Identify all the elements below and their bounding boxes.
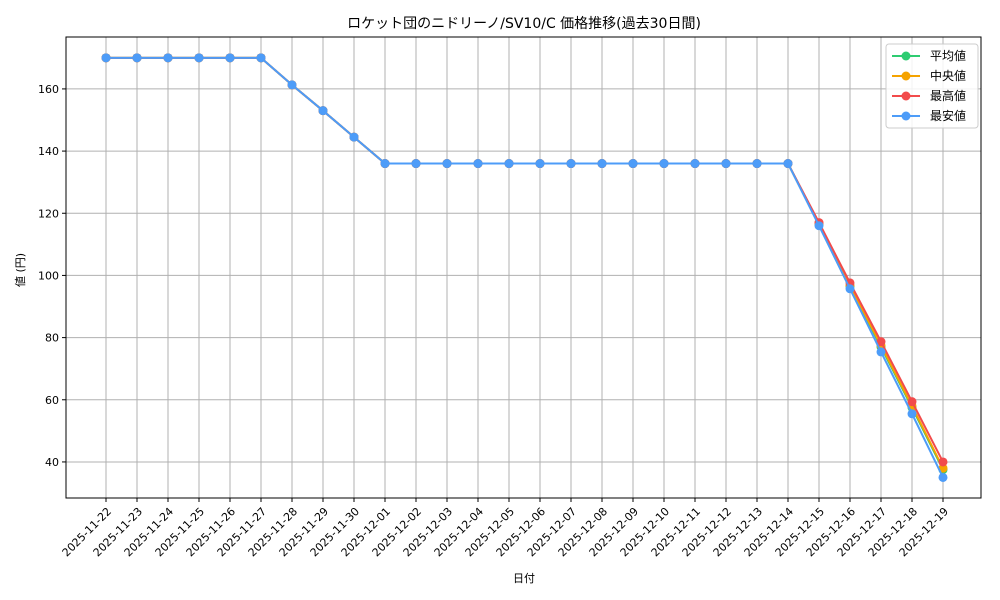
data-point [938, 457, 948, 467]
data-point [411, 159, 421, 169]
y-tick-label: 160 [38, 83, 59, 96]
data-point [442, 159, 452, 169]
legend-label: 平均値 [930, 48, 966, 63]
data-point [752, 159, 762, 169]
data-point [597, 159, 607, 169]
legend-item: 最高値 [892, 88, 966, 103]
legend-marker-icon [901, 91, 911, 101]
y-tick-label: 100 [38, 269, 59, 282]
data-point [938, 463, 948, 473]
data-point [814, 221, 824, 231]
data-point [845, 284, 855, 294]
legend-item: 中央値 [892, 68, 966, 83]
data-point [907, 409, 917, 419]
series-最安値 [101, 53, 948, 482]
y-axis-label: 値 (円) [14, 253, 27, 287]
y-tick-label: 60 [45, 394, 59, 407]
data-point [225, 53, 235, 63]
grid [66, 37, 981, 498]
data-point [876, 347, 886, 357]
chart-title: ロケット団のニドリーノ/SV10/C 価格推移(過去30日間) [347, 16, 701, 32]
x-axis-label: 日付 [513, 572, 535, 585]
data-point [132, 53, 142, 63]
data-point [690, 159, 700, 169]
y-tick-label: 120 [38, 207, 59, 220]
y-tick-label: 140 [38, 145, 59, 158]
data-point [380, 159, 390, 169]
data-point [783, 159, 793, 169]
legend-item: 平均値 [892, 48, 966, 63]
series-line [106, 56, 944, 478]
data-point [566, 159, 576, 169]
legend-marker-icon [901, 111, 911, 121]
series-line [106, 56, 944, 471]
data-point [628, 159, 638, 169]
y-axis: 40 60 80 100 120 140 160 [38, 83, 66, 469]
data-point [194, 53, 204, 63]
legend-label: 最安値 [930, 108, 966, 123]
series-中央値 [101, 53, 948, 473]
series-line [106, 56, 944, 463]
series-最高値 [101, 53, 948, 467]
data-point [907, 397, 917, 407]
series-平均値 [101, 53, 948, 475]
data-point [721, 159, 731, 169]
data-point [318, 106, 328, 116]
data-point [287, 80, 297, 90]
legend-label: 中央値 [930, 68, 966, 83]
y-tick-label: 40 [45, 456, 59, 469]
data-series [101, 53, 948, 482]
data-point [876, 337, 886, 347]
plot-frame [65, 36, 982, 499]
legend-label: 最高値 [930, 88, 966, 103]
legend-marker-icon [901, 71, 911, 81]
legend-marker-icon [901, 51, 911, 61]
data-point [256, 53, 266, 63]
data-point [349, 132, 359, 142]
data-point [659, 159, 669, 169]
y-tick-label: 80 [45, 332, 59, 345]
legend-item: 最安値 [892, 108, 966, 123]
data-point [473, 159, 483, 169]
data-point [535, 159, 545, 169]
x-axis: 2025-11-222025-11-232025-11-242025-11-25… [60, 498, 951, 559]
legend-box [885, 43, 979, 129]
data-point [504, 159, 514, 169]
data-point [938, 472, 948, 482]
data-point [101, 53, 111, 63]
data-point [163, 53, 173, 63]
series-line [106, 56, 944, 469]
